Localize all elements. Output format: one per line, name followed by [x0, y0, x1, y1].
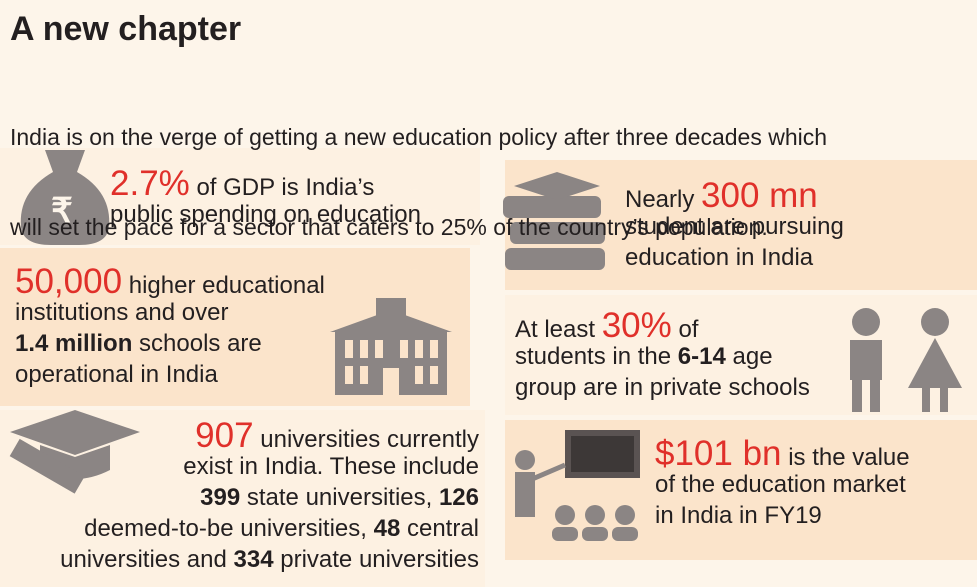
bold-figure: 6-14: [677, 343, 726, 370]
graduation-cap-icon: [9, 410, 140, 494]
fact-text: state universities,: [240, 484, 439, 511]
fact-text: group are in private schools: [515, 374, 810, 401]
highlight-figure: 50,000: [15, 262, 123, 301]
highlight-figure: 2.7%: [110, 164, 190, 203]
fact-line: deemed-to-be universities, 48 central: [60, 513, 479, 544]
fact-text: students in the: [515, 343, 678, 370]
bold-figure: 334: [233, 546, 274, 573]
title: A new chapter: [10, 10, 242, 48]
fact-line: 2.7% of GDP is India’s: [110, 166, 421, 201]
highlight-figure: 30%: [601, 306, 672, 345]
fact: 907 universities currently exist in India…: [60, 418, 479, 575]
fact-line: 50,000 higher educational: [15, 264, 325, 299]
fact-text: age: [725, 343, 773, 370]
teacher-icon: [515, 430, 640, 541]
fact-text: schools are: [132, 330, 262, 357]
fact-text: exist in India. These include: [183, 453, 479, 480]
fact: 2.7% of GDP is India’s public spending on…: [110, 166, 421, 230]
fact-text: of the education market: [655, 471, 906, 498]
fact-line: in India in FY19: [655, 500, 910, 531]
bold-figure: 399: [200, 484, 241, 511]
children-icon: [850, 308, 962, 412]
svg-text:₹: ₹: [51, 192, 73, 230]
fact-line: Nearly 300 mn: [625, 178, 844, 213]
fact-text: of: [671, 316, 699, 343]
money-bag-icon: ₹: [20, 150, 110, 245]
fact-line: $101 bn is the value: [655, 436, 910, 471]
fact-text: of GDP is India’s: [189, 174, 375, 201]
highlight-figure: 907: [195, 416, 254, 455]
books-icon: [503, 172, 605, 270]
highlight-figure: $101 bn: [655, 434, 782, 473]
fact-line: 1.4 million schools are: [15, 328, 325, 359]
fact-line: operational in India: [15, 359, 325, 390]
fact-text: deemed-to-be universities,: [84, 515, 374, 542]
fact: At least 30% of students in the 6-14 age g…: [515, 308, 810, 403]
fact: $101 bn is the value of the education mar…: [655, 436, 910, 531]
fact-line: education in India: [625, 242, 844, 273]
fact-text: is the value: [781, 444, 910, 471]
fact-text: private universities: [273, 546, 479, 573]
fact-text: education in India: [625, 244, 814, 271]
fact-text: Nearly: [625, 186, 702, 213]
fact-line: 907 universities currently: [60, 418, 479, 453]
fact-line: students in the 6-14 age: [515, 341, 810, 372]
building-icon: [330, 298, 452, 395]
fact-line: At least 30% of: [515, 308, 810, 343]
fact-text: higher educational: [122, 272, 325, 299]
highlight-figure: 300 mn: [701, 176, 818, 215]
fact-text: public spending on education: [110, 201, 421, 228]
fact-line: public spending on education: [110, 199, 421, 230]
fact-text: institutions and over: [15, 299, 229, 326]
fact: 50,000 higher educational institutions an…: [15, 264, 325, 390]
fact-line: of the education market: [655, 469, 910, 500]
fact-line: institutions and over: [15, 297, 325, 328]
bold-figure: 126: [438, 484, 479, 511]
fact-text: operational in India: [15, 361, 218, 388]
fact-text: universities currently: [253, 426, 479, 453]
fact-line: group are in private schools: [515, 372, 810, 403]
subtitle-line: will set the pace for a sector that cate…: [10, 214, 768, 240]
fact-text: universities and: [60, 546, 234, 573]
fact-line: student are pursuing: [625, 211, 844, 242]
fact-line: 399 state universities, 126: [60, 482, 479, 513]
fact: Nearly 300 mn student are pursuing educati…: [625, 178, 844, 273]
subtitle-line: India is on the verge of getting a new e…: [10, 124, 828, 150]
subtitle: India is on the verge of getting a new e…: [10, 62, 827, 302]
bold-figure: 48: [373, 515, 401, 542]
fact-line: universities and 334 private universitie…: [60, 544, 479, 575]
fact-text: in India in FY19: [655, 502, 822, 529]
panel: [505, 295, 977, 415]
fact-text: At least: [515, 316, 602, 343]
fact-text: central: [400, 515, 479, 542]
fact-line: exist in India. These include: [60, 451, 479, 482]
bold-figure: 1.4 million: [15, 330, 133, 357]
fact-text: student are pursuing: [625, 213, 844, 240]
